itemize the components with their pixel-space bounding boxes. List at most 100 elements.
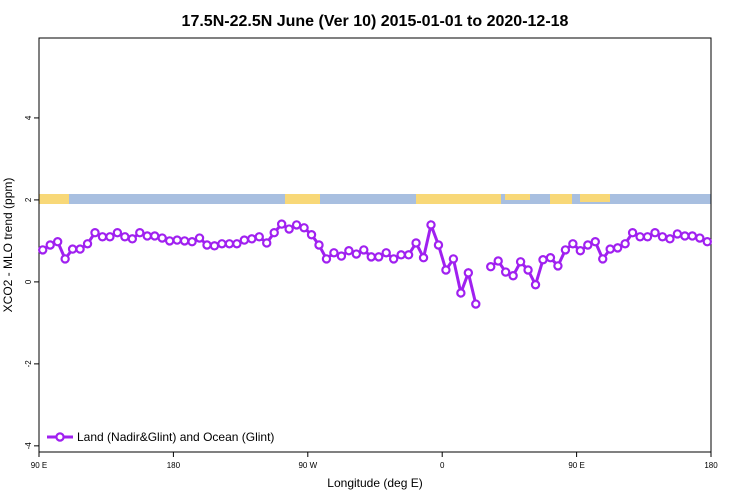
point xyxy=(575,246,586,256)
point xyxy=(374,252,384,262)
point xyxy=(105,232,115,242)
point xyxy=(202,240,212,250)
point xyxy=(612,243,623,253)
y-tick-label: 0 xyxy=(24,279,33,284)
point xyxy=(687,231,698,241)
point xyxy=(306,230,317,240)
point xyxy=(456,288,466,298)
y-tick-label: 4 xyxy=(24,115,33,120)
point xyxy=(620,239,630,249)
point xyxy=(344,246,354,256)
point xyxy=(112,228,123,238)
point xyxy=(164,236,175,246)
point xyxy=(38,245,48,255)
y-tick-label: 2 xyxy=(24,197,33,202)
point xyxy=(500,267,511,277)
point xyxy=(605,244,615,254)
point xyxy=(291,220,302,230)
point xyxy=(60,254,70,264)
point xyxy=(120,232,130,242)
point xyxy=(187,237,197,247)
point xyxy=(396,250,406,260)
point xyxy=(598,254,608,264)
point xyxy=(142,231,152,241)
point xyxy=(52,237,63,247)
point xyxy=(590,237,600,247)
y-tick-label: -4 xyxy=(24,442,33,450)
x-tick-label: 0 xyxy=(440,461,445,470)
chart-title: 17.5N-22.5N June (Ver 10) 2015-01-01 to … xyxy=(182,13,569,30)
y-tick-label: -2 xyxy=(24,360,33,368)
point xyxy=(299,223,309,233)
point xyxy=(351,249,362,259)
point xyxy=(157,233,167,243)
legend-marker xyxy=(55,432,65,442)
point xyxy=(269,228,279,238)
point xyxy=(381,248,391,258)
point xyxy=(97,232,108,242)
point xyxy=(448,254,459,264)
point xyxy=(239,235,250,245)
point xyxy=(560,245,571,255)
point xyxy=(471,299,481,309)
legend-label: Land (Nadir&Glint) and Ocean (Glint) xyxy=(77,430,274,444)
x-axis-title: Longitude (deg E) xyxy=(327,476,422,490)
point xyxy=(127,234,138,244)
point xyxy=(418,253,429,263)
point xyxy=(650,228,660,238)
point xyxy=(426,220,436,230)
point xyxy=(695,233,705,243)
point xyxy=(82,239,93,249)
point xyxy=(67,244,78,254)
point xyxy=(276,219,287,229)
point xyxy=(329,248,339,258)
map-strip xyxy=(39,194,711,204)
point xyxy=(224,239,235,249)
point xyxy=(314,240,324,250)
point xyxy=(523,265,533,275)
point xyxy=(665,234,675,244)
point xyxy=(262,238,272,248)
point xyxy=(284,224,294,234)
point xyxy=(321,254,332,264)
point xyxy=(150,231,160,241)
point xyxy=(441,265,451,275)
point xyxy=(75,244,85,254)
point xyxy=(530,280,541,290)
point xyxy=(179,236,190,246)
point xyxy=(508,271,518,281)
x-tick-label: 180 xyxy=(704,461,718,470)
point xyxy=(45,240,55,250)
point xyxy=(463,268,474,278)
point xyxy=(538,255,548,265)
point xyxy=(433,240,444,250)
point xyxy=(702,237,712,247)
point xyxy=(545,253,556,263)
point xyxy=(486,262,496,272)
point xyxy=(209,241,220,251)
point xyxy=(568,239,578,249)
point xyxy=(135,228,145,238)
plot-frame xyxy=(38,37,712,453)
point xyxy=(247,234,257,244)
point xyxy=(635,232,645,242)
point xyxy=(493,256,503,266)
point xyxy=(217,239,227,249)
x-tick-label: 90 E xyxy=(568,461,584,470)
point xyxy=(172,235,182,245)
point xyxy=(642,232,653,242)
x-tick-label: 90 W xyxy=(298,461,317,470)
point xyxy=(359,245,369,255)
point xyxy=(90,228,100,238)
point xyxy=(232,239,242,249)
point xyxy=(672,229,683,239)
point xyxy=(583,240,593,250)
point xyxy=(388,254,399,264)
point xyxy=(366,252,376,262)
point xyxy=(411,238,421,248)
y-axis-title: XCO2 - MLO trend (ppm) xyxy=(1,178,15,313)
point xyxy=(403,250,414,260)
x-tick-label: 90 E xyxy=(31,461,47,470)
point xyxy=(194,233,205,243)
